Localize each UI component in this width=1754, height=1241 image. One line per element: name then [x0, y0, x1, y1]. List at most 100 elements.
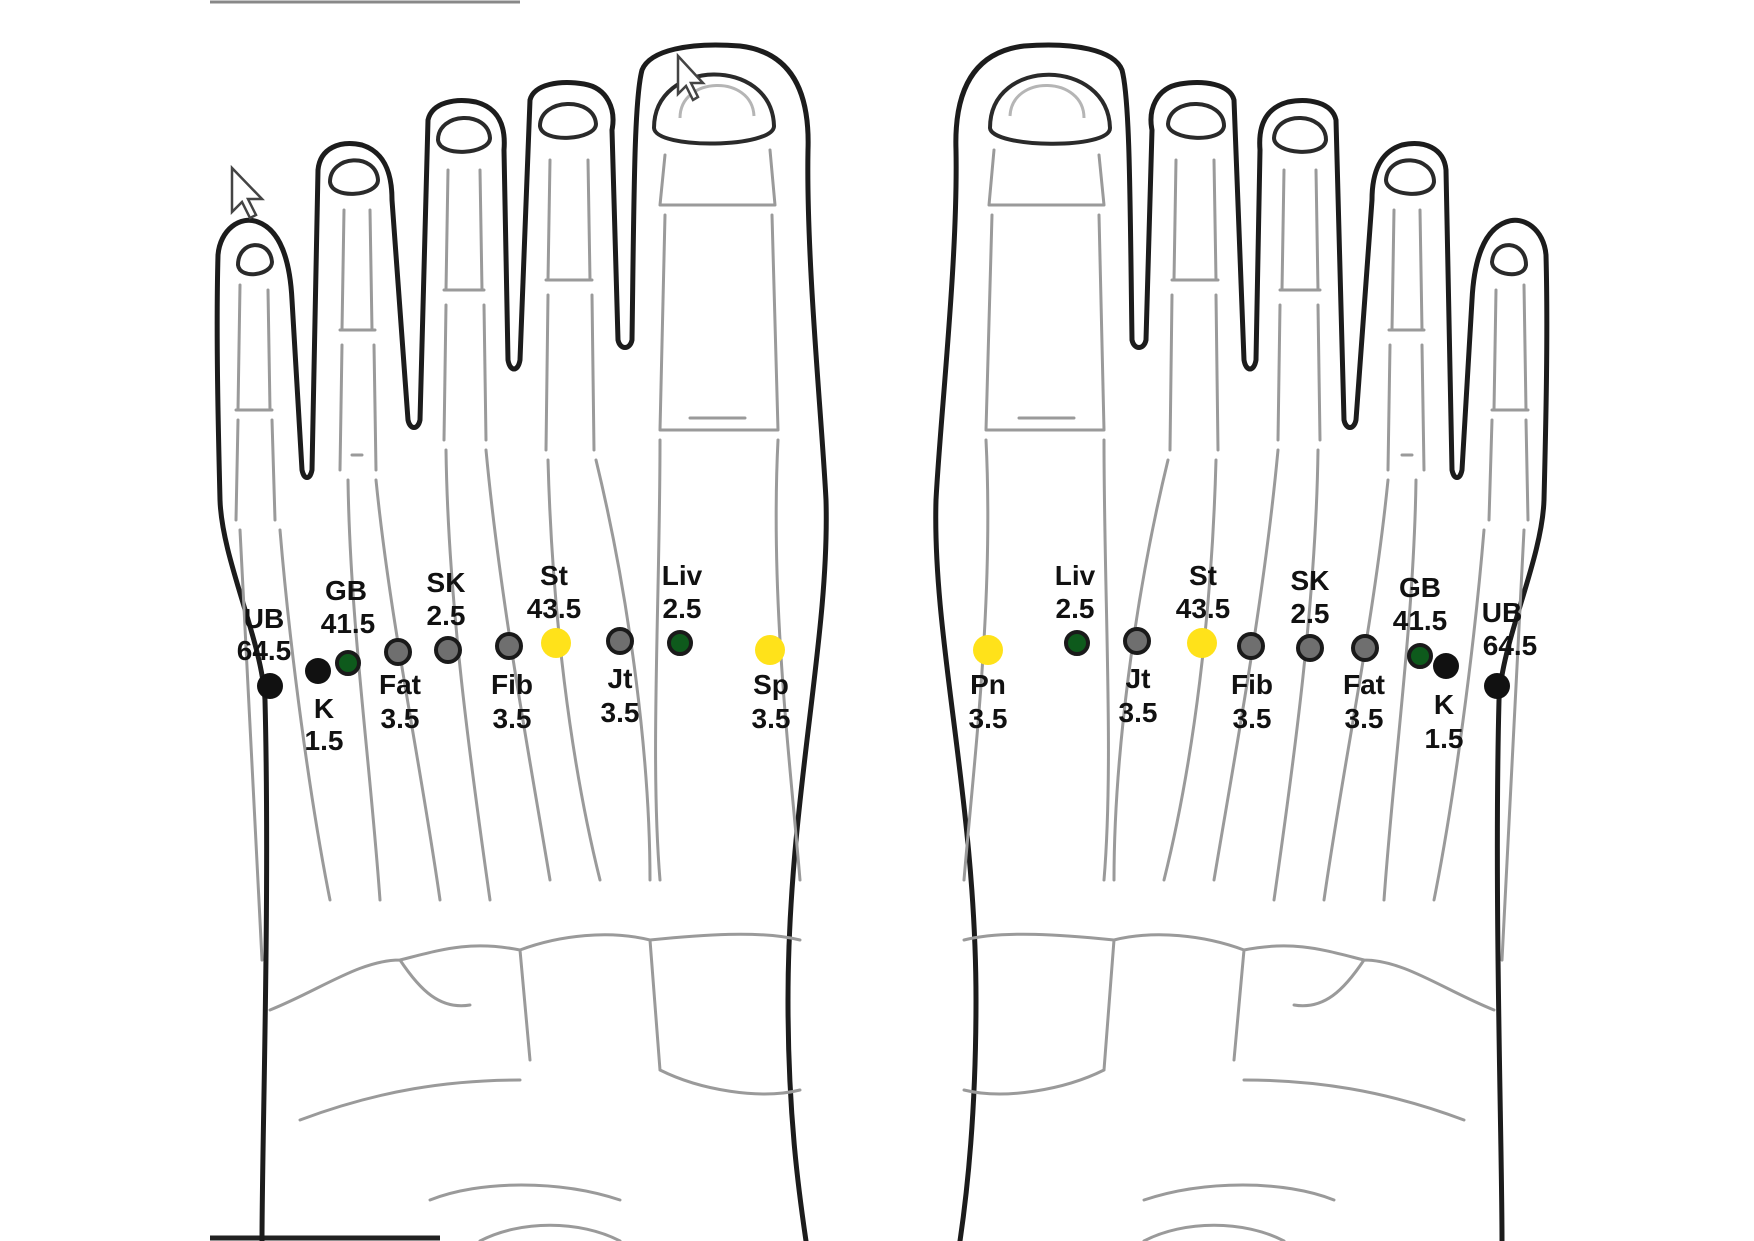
left-nail-2	[327, 158, 381, 196]
right-point-fat-value: 3.5	[1345, 703, 1384, 734]
right-point-ub-dot	[1484, 673, 1510, 699]
left-point-jt-dot	[606, 627, 634, 655]
right-point-liv-dot	[1064, 630, 1090, 656]
left-point-fib-label: Fib	[491, 669, 533, 700]
right-point-sk-label: SK	[1291, 565, 1330, 596]
left-toe-bones	[234, 148, 780, 522]
right-point-pn-dot	[973, 635, 1003, 665]
right-point-liv-label: Liv	[1055, 560, 1096, 591]
right-point-fat: Fat 3.5	[1343, 634, 1385, 734]
right-point-liv-value: 2.5	[1056, 593, 1095, 624]
right-point-k: K 1.5	[1425, 653, 1464, 754]
left-point-liv-label: Liv	[662, 560, 703, 591]
left-point-ub-label: UB	[244, 603, 284, 634]
left-point-sk-label: SK	[427, 567, 466, 598]
right-point-st-value: 43.5	[1176, 593, 1231, 624]
right-point-pn-label: Pn	[970, 669, 1006, 700]
left-point-sk-value: 2.5	[427, 600, 466, 631]
left-point-sk-dot	[434, 636, 462, 664]
left-point-ub-value: 64.5	[237, 635, 292, 666]
left-point-liv-dot	[667, 630, 693, 656]
right-nail-3	[1271, 116, 1329, 154]
left-point-k-dot	[305, 658, 331, 684]
right-nail-2	[1165, 102, 1227, 140]
right-point-k-value: 1.5	[1425, 723, 1464, 754]
left-point-k-value: 1.5	[305, 725, 344, 756]
right-foot-outline	[933, 42, 1550, 1241]
right-point-k-dot	[1433, 653, 1459, 679]
right-point-jt-label: Jt	[1126, 663, 1151, 694]
left-metatarsals	[238, 438, 802, 962]
right-point-liv: Liv 2.5	[1055, 560, 1096, 656]
cursor-arrow-icon	[230, 164, 265, 220]
left-tarsals	[268, 932, 802, 1241]
right-point-pn: Pn 3.5	[969, 635, 1008, 734]
right-point-ub-value: 64.5	[1483, 630, 1538, 661]
right-tarsals	[962, 932, 1496, 1241]
right-nail-5	[1489, 243, 1529, 277]
left-point-sk: SK 2.5	[427, 567, 466, 664]
left-point-sp-label: Sp	[753, 669, 789, 700]
left-point-k: K 1.5	[305, 658, 344, 756]
left-point-gb-dot	[335, 650, 361, 676]
right-point-jt-value: 3.5	[1119, 697, 1158, 728]
right-point-fib: Fib 3.5	[1231, 632, 1273, 734]
right-point-jt: Jt 3.5	[1119, 627, 1158, 728]
left-point-fat-dot	[384, 638, 412, 666]
right-nail-4	[1383, 158, 1437, 196]
left-point-jt-label: Jt	[608, 663, 633, 694]
right-point-gb: GB 41.5	[1393, 572, 1448, 669]
right-point-fib-label: Fib	[1231, 669, 1273, 700]
left-point-jt-value: 3.5	[601, 697, 640, 728]
left-foot-drawing	[214, 42, 829, 1241]
right-point-ub: UB 64.5	[1482, 597, 1537, 699]
right-point-sk-dot	[1296, 634, 1324, 662]
left-point-st-dot	[541, 628, 571, 658]
left-point-fib-dot	[495, 632, 523, 660]
right-foot-drawing	[933, 42, 1550, 1241]
left-point-sp-value: 3.5	[752, 703, 791, 734]
right-point-sk-value: 2.5	[1291, 598, 1330, 629]
left-point-gb-value: 41.5	[321, 608, 376, 639]
left-point-fat-label: Fat	[379, 669, 421, 700]
right-point-fib-dot	[1237, 632, 1265, 660]
left-point-st: St 43.5	[527, 560, 582, 658]
right-point-st: St 43.5	[1176, 560, 1231, 658]
right-point-st-dot	[1187, 628, 1217, 658]
right-point-gb-value: 41.5	[1393, 605, 1448, 636]
right-point-sk: SK 2.5	[1291, 565, 1330, 662]
left-point-fat: Fat 3.5	[379, 638, 421, 734]
right-point-gb-label: GB	[1399, 572, 1441, 603]
left-nailbed-5	[678, 84, 756, 119]
left-foot-outline	[214, 42, 829, 1241]
left-point-st-value: 43.5	[527, 593, 582, 624]
cursor-arrow-icon	[676, 52, 706, 102]
right-point-k-label: K	[1434, 689, 1454, 720]
left-nail-3	[435, 116, 493, 154]
left-point-fat-value: 3.5	[381, 703, 420, 734]
left-point-sp-dot	[755, 635, 785, 665]
left-point-st-label: St	[540, 560, 568, 591]
left-point-gb-label: GB	[325, 575, 367, 606]
right-point-pn-value: 3.5	[969, 703, 1008, 734]
left-point-ub-dot	[257, 673, 283, 699]
left-point-fib: Fib 3.5	[491, 632, 533, 734]
right-point-fib-value: 3.5	[1233, 703, 1272, 734]
left-nail-5	[651, 72, 777, 146]
left-point-liv-value: 2.5	[663, 593, 702, 624]
right-toe-bones	[984, 148, 1530, 522]
left-point-sp: Sp 3.5	[752, 635, 791, 734]
left-point-fib-value: 3.5	[493, 703, 532, 734]
left-point-jt: Jt 3.5	[601, 627, 640, 728]
right-point-jt-dot	[1123, 627, 1151, 655]
right-point-st-label: St	[1189, 560, 1217, 591]
right-nailbed-1	[1008, 84, 1086, 119]
left-point-ub: UB 64.5	[237, 603, 292, 699]
right-point-ub-label: UB	[1482, 597, 1522, 628]
right-nail-1	[987, 72, 1113, 146]
right-metatarsals	[962, 438, 1526, 962]
left-point-liv: Liv 2.5	[662, 560, 703, 656]
right-foot-points: Pn 3.5 Liv 2.5 Jt 3.5 St 43.5 Fib 3.5 SK…	[969, 560, 1538, 754]
left-point-gb: GB 41.5	[321, 575, 376, 676]
